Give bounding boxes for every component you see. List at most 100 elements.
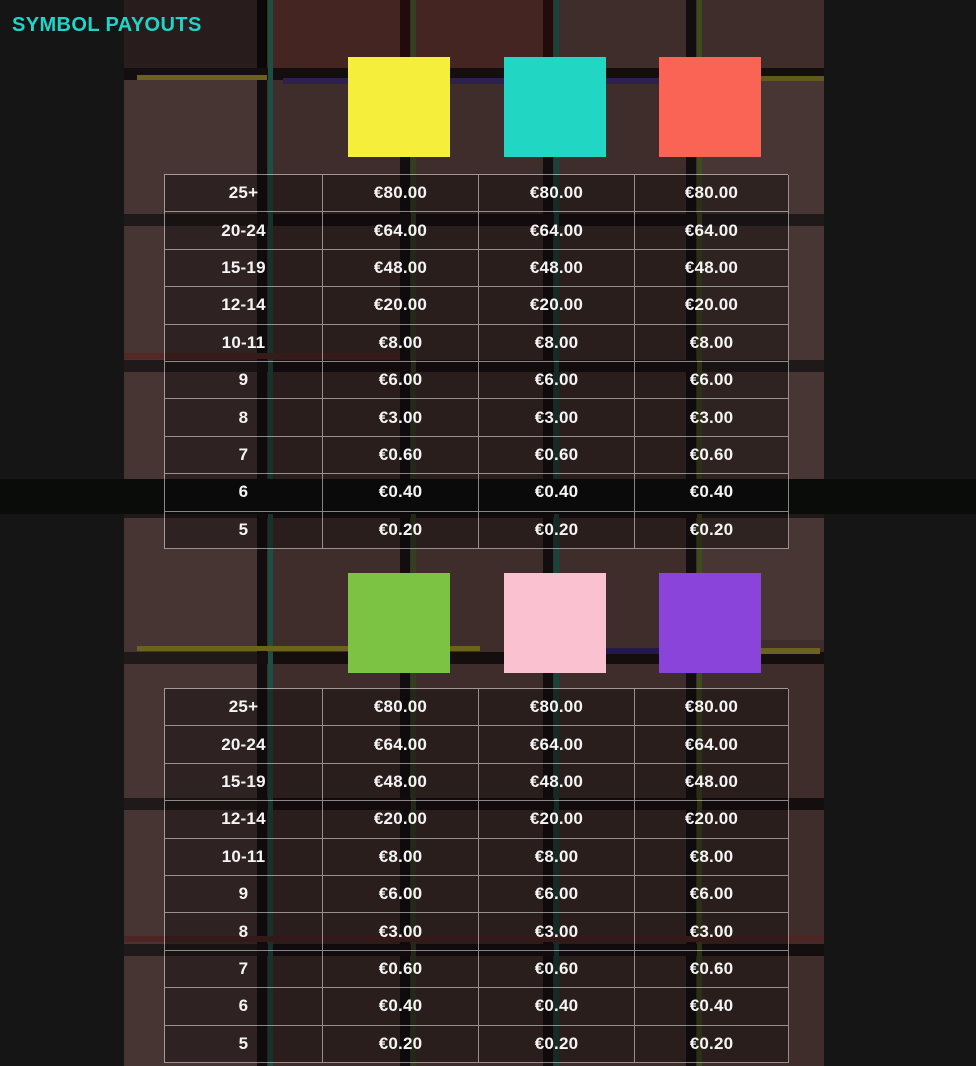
payout-cell: €6.00 [635,875,789,914]
payout-cell: €8.00 [635,324,789,362]
payout-cell: €64.00 [635,726,789,764]
symbol-purple-square [659,573,761,673]
dark-row-band [0,479,976,514]
payout-cell: €48.00 [323,249,479,288]
payout-cell: €80.00 [323,689,479,727]
payout-cell: €0.40 [479,474,635,512]
board-accent [137,646,480,651]
win-count-cell: 15-19 [165,763,323,802]
payout-cell: €3.00 [323,399,479,437]
payout-cell: €3.00 [323,913,479,951]
win-count-cell: 12-14 [165,287,323,325]
payout-cell: €20.00 [479,287,635,325]
win-count-cell: 6 [165,988,323,1026]
payout-cell: €48.00 [323,763,479,802]
win-count-cell: 5 [165,511,323,549]
payout-cell: €0.60 [479,950,635,989]
payout-cell: €20.00 [323,801,479,839]
win-count-cell: 10-11 [165,324,323,362]
payout-table-1: 25+ €80.00 €80.00 €80.00 20-24 €64.00 €6… [164,174,789,549]
payout-table-2: 25+ €80.00 €80.00 €80.00 20-24 €64.00 €6… [164,688,789,1063]
payout-cell: €20.00 [323,287,479,325]
payout-cell: €8.00 [479,324,635,362]
board-gridline [411,0,416,1066]
win-count-cell: 7 [165,950,323,989]
win-count-cell: 15-19 [165,249,323,288]
payout-cell: €20.00 [635,287,789,325]
payout-cell: €0.20 [479,1025,635,1063]
board-accent [124,353,400,359]
payout-cell: €3.00 [635,913,789,951]
page-title: SYMBOL PAYOUTS [12,14,202,36]
board-gridline [268,0,273,1066]
payout-cell: €0.40 [635,474,789,512]
win-count-cell: 9 [165,361,323,400]
payout-cell: €0.60 [323,950,479,989]
win-count-cell: 25+ [165,175,323,213]
payout-cell: €0.60 [479,436,635,475]
win-count-cell: 5 [165,1025,323,1063]
payout-cell: €0.60 [635,950,789,989]
win-count-cell: 8 [165,913,323,951]
payout-cell: €80.00 [323,175,479,213]
board-shade [124,80,257,1066]
payout-cell: €0.40 [323,474,479,512]
payout-cell: €48.00 [635,249,789,288]
symbol-coral-square [659,57,761,157]
game-board-background [124,0,824,1066]
payout-cell: €0.20 [323,511,479,549]
payout-cell: €3.00 [479,913,635,951]
board-gridline [697,0,702,1066]
payout-cell: €0.20 [479,511,635,549]
win-count-cell: 9 [165,875,323,914]
payout-cell: €3.00 [635,399,789,437]
payout-cell: €6.00 [479,875,635,914]
payout-cell: €0.60 [635,436,789,475]
payout-cell: €80.00 [635,175,789,213]
payout-cell: €48.00 [479,249,635,288]
payout-cell: €8.00 [635,838,789,876]
board-shade [124,0,267,68]
payout-cell: €0.60 [323,436,479,475]
payout-cell: €6.00 [323,361,479,400]
payout-cell: €3.00 [479,399,635,437]
payout-cell: €8.00 [323,838,479,876]
payout-cell: €0.40 [479,988,635,1026]
win-count-cell: 8 [165,399,323,437]
win-count-cell: 20-24 [165,726,323,764]
win-count-cell: 12-14 [165,801,323,839]
win-count-cell: 6 [165,474,323,512]
win-count-cell: 20-24 [165,212,323,250]
payout-cell: €8.00 [323,324,479,362]
board-accent [137,75,267,80]
board-shade [697,80,824,640]
win-count-cell: 7 [165,436,323,475]
payout-cell: €20.00 [479,801,635,839]
win-count-cell: 25+ [165,689,323,727]
payout-cell: €48.00 [635,763,789,802]
payout-cell: €0.20 [323,1025,479,1063]
payout-cell: €6.00 [635,361,789,400]
payout-cell: €20.00 [635,801,789,839]
payout-cell: €64.00 [479,726,635,764]
board-gridline [554,0,559,1066]
payout-cell: €6.00 [323,875,479,914]
payout-cell: €64.00 [323,212,479,250]
payout-cell: €0.20 [635,511,789,549]
symbol-green-square [348,573,450,673]
payout-cell: €80.00 [479,689,635,727]
payout-cell: €6.00 [479,361,635,400]
payout-cell: €64.00 [479,212,635,250]
payout-cell: €64.00 [323,726,479,764]
board-shade [267,0,553,68]
win-count-cell: 10-11 [165,838,323,876]
payout-cell: €0.20 [635,1025,789,1063]
payout-cell: €8.00 [479,838,635,876]
board-accent [124,936,824,942]
payout-cell: €0.40 [635,988,789,1026]
payout-cell: €48.00 [479,763,635,802]
board-accent [560,648,660,654]
payout-cell: €0.40 [323,988,479,1026]
payout-cell: €80.00 [479,175,635,213]
